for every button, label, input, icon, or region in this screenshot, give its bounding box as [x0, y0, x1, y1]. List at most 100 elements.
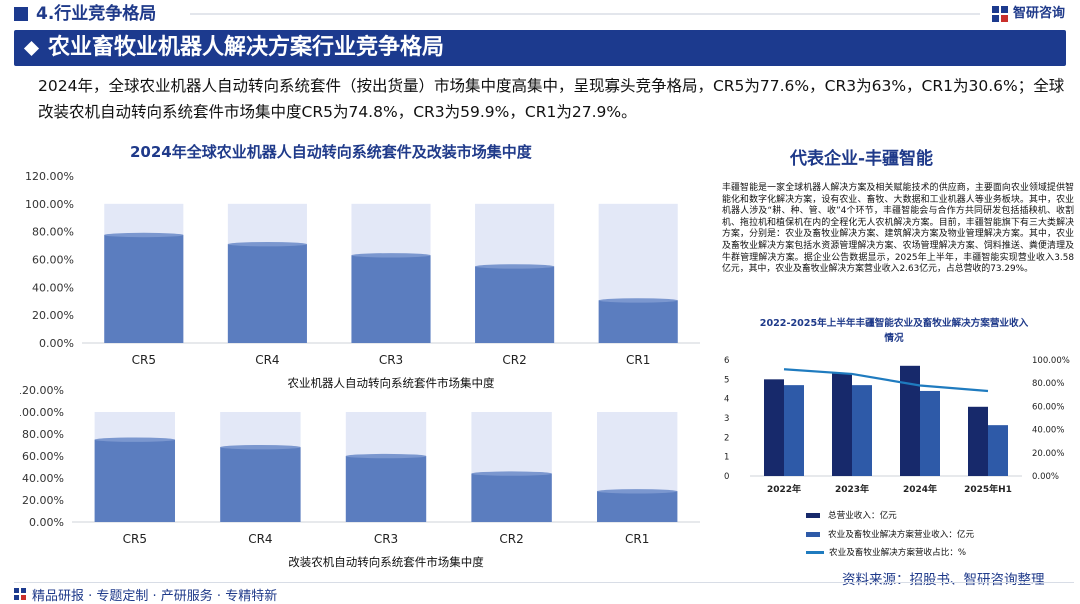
y-tick-label: 60.00%	[32, 254, 74, 267]
data-bar	[475, 266, 555, 343]
title-banner: 农业畜牧业机器人解决方案行业竞争格局	[14, 30, 1066, 66]
y-right-tick-label: 40.00%	[1032, 426, 1064, 436]
x-tick-label: 2023年	[835, 483, 869, 495]
bar-cap	[351, 253, 431, 258]
bar-agri-revenue	[920, 390, 940, 476]
y-tick-label: 100.00%	[20, 406, 64, 419]
legend-label: 农业及畜牧业解决方案营收占比：%	[829, 548, 967, 558]
data-bar	[351, 255, 431, 343]
data-bar	[104, 235, 184, 343]
diamond-icon	[23, 40, 40, 57]
y-tick-label: 120.00%	[20, 384, 64, 397]
summary-paragraph: 2024年，全球农业机器人自动转向系统套件（按出货量）市场集中度高集中，呈现寡头…	[38, 77, 1065, 121]
x-tick-label: CR2	[502, 353, 526, 367]
x-tick-label: CR5	[123, 532, 147, 546]
bar-cap	[597, 489, 678, 494]
legend-item-agri-share: 农业及畜牧业解决方案营收占比：%	[806, 546, 966, 558]
bar-cap	[227, 241, 307, 247]
y-left-tick-label: 5	[724, 375, 729, 385]
y-right-tick-label: 100.00%	[1032, 356, 1070, 366]
x-axis-title: 改装农机自动转向系统套件市场集中度	[288, 555, 484, 569]
y-tick-label: 80.00%	[22, 428, 64, 441]
bar-total-revenue	[900, 365, 920, 476]
chart-revenue: 01234560.00%20.00%40.00%60.00%80.00%100.…	[724, 356, 1070, 495]
bar-cap	[94, 437, 175, 442]
data-bar	[227, 244, 307, 343]
legend-line	[806, 550, 824, 554]
revenue-chart-title-line1: 2022-2025年上半年丰疆智能农业及畜牧业解决方案营业收入	[759, 318, 1029, 329]
bar-total-revenue	[968, 406, 988, 476]
x-tick-label: CR4	[255, 353, 279, 367]
bar-total-revenue	[832, 373, 852, 476]
x-tick-label: CR5	[132, 353, 156, 367]
bar-cap	[598, 298, 678, 303]
bar-cap	[104, 232, 184, 238]
legend-swatch	[806, 512, 820, 518]
company-title: 代表企业-丰疆智能	[790, 149, 934, 169]
section-title: 4.行业竞争格局	[36, 4, 157, 24]
chart-steering-kit: 0.00% 20.00% 40.00% 60.00% 80.00% 100.00% 120.…	[25, 170, 700, 390]
section-square-icon	[14, 7, 28, 21]
y-right-tick-label: 0.00%	[1032, 472, 1059, 482]
y-left-tick-label: 6	[724, 356, 729, 366]
logo-mark-icon	[992, 6, 1008, 22]
bar-agri-revenue	[784, 385, 804, 476]
chart-retrofit-kit: 0.00% 20.00% 40.00% 60.00% 80.00% 100.00% 120.…	[20, 384, 700, 569]
y-left-tick-label: 0	[724, 472, 729, 482]
y-tick-label: 20.00%	[22, 494, 64, 507]
bar-cap	[220, 445, 301, 450]
footer-divider	[14, 582, 1074, 583]
x-tick-label: CR3	[379, 353, 403, 367]
y-tick-label: 20.00%	[32, 309, 74, 322]
revenue-chart-title: 2022-2025年上半年丰疆智能农业及畜牧业解决方案营业收入 情况	[722, 316, 1066, 346]
y-tick-label: 40.00%	[22, 472, 64, 485]
y-left-tick-label: 4	[724, 395, 729, 405]
data-bar	[220, 447, 301, 522]
y-tick-label: 0.00%	[29, 516, 64, 529]
data-bar	[94, 439, 175, 522]
left-chart-title: 2024年全球农业机器人自动转向系统套件及改装市场集中度	[130, 143, 532, 161]
x-axis-title: 农业机器人自动转向系统套件市场集中度	[288, 376, 495, 390]
bar-agri-revenue	[852, 385, 872, 476]
data-bar	[345, 456, 427, 522]
legend-item-agri-revenue: 农业及畜牧业解决方案营业收入：亿元	[806, 528, 974, 540]
x-tick-label: 2025年H1	[964, 483, 1012, 495]
bar-cap	[475, 264, 555, 269]
x-tick-label: CR1	[626, 353, 650, 367]
bar-total-revenue	[764, 379, 784, 476]
page-title: 农业畜牧业机器人解决方案行业竞争格局	[48, 35, 445, 60]
header-divider	[190, 13, 980, 15]
line-agri-share	[783, 368, 989, 393]
y-tick-label: 60.00%	[22, 450, 64, 463]
data-bar	[597, 491, 678, 522]
y-left-tick-label: 2	[724, 433, 729, 443]
source-note: 资料来源：招股书、智研咨询整理	[842, 572, 1045, 588]
x-tick-label: CR4	[248, 532, 272, 546]
bar-cap	[345, 453, 427, 459]
x-tick-label: CR2	[499, 532, 523, 546]
x-tick-label: CR1	[625, 532, 649, 546]
y-tick-label: 120.00%	[25, 170, 74, 183]
logo-text: 智研咨询	[1013, 6, 1066, 21]
footer-text: 精品研报 · 专题定制 · 产研服务 · 专精特新	[32, 589, 278, 604]
brand-logo: 智研咨询	[990, 4, 1076, 24]
y-tick-label: 100.00%	[25, 198, 74, 211]
bar-cap	[471, 471, 552, 476]
y-right-tick-label: 20.00%	[1032, 449, 1064, 459]
data-bar	[471, 473, 552, 522]
y-right-tick-label: 80.00%	[1032, 379, 1064, 389]
y-tick-label: 40.00%	[32, 281, 74, 294]
bar-agri-revenue	[988, 425, 1008, 476]
legend-item-total-revenue: 总营业收入：亿元	[806, 509, 897, 521]
y-tick-label: 80.00%	[32, 226, 74, 239]
x-tick-label: 2024年	[903, 483, 937, 495]
y-tick-label: 0.00%	[39, 337, 74, 350]
y-left-tick-label: 3	[724, 414, 729, 424]
legend-label: 总营业收入：亿元	[828, 511, 897, 521]
x-tick-label: CR3	[374, 532, 398, 546]
y-left-tick-label: 1	[724, 453, 729, 463]
company-description: 丰疆智能是一家全球机器人解决方案及相关赋能技术的供应商，主要面向农业领域提供智能…	[722, 183, 1074, 275]
y-right-tick-label: 60.00%	[1032, 402, 1064, 412]
x-tick-label: 2022年	[767, 483, 801, 495]
legend-label: 农业及畜牧业解决方案营业收入：亿元	[828, 530, 975, 540]
